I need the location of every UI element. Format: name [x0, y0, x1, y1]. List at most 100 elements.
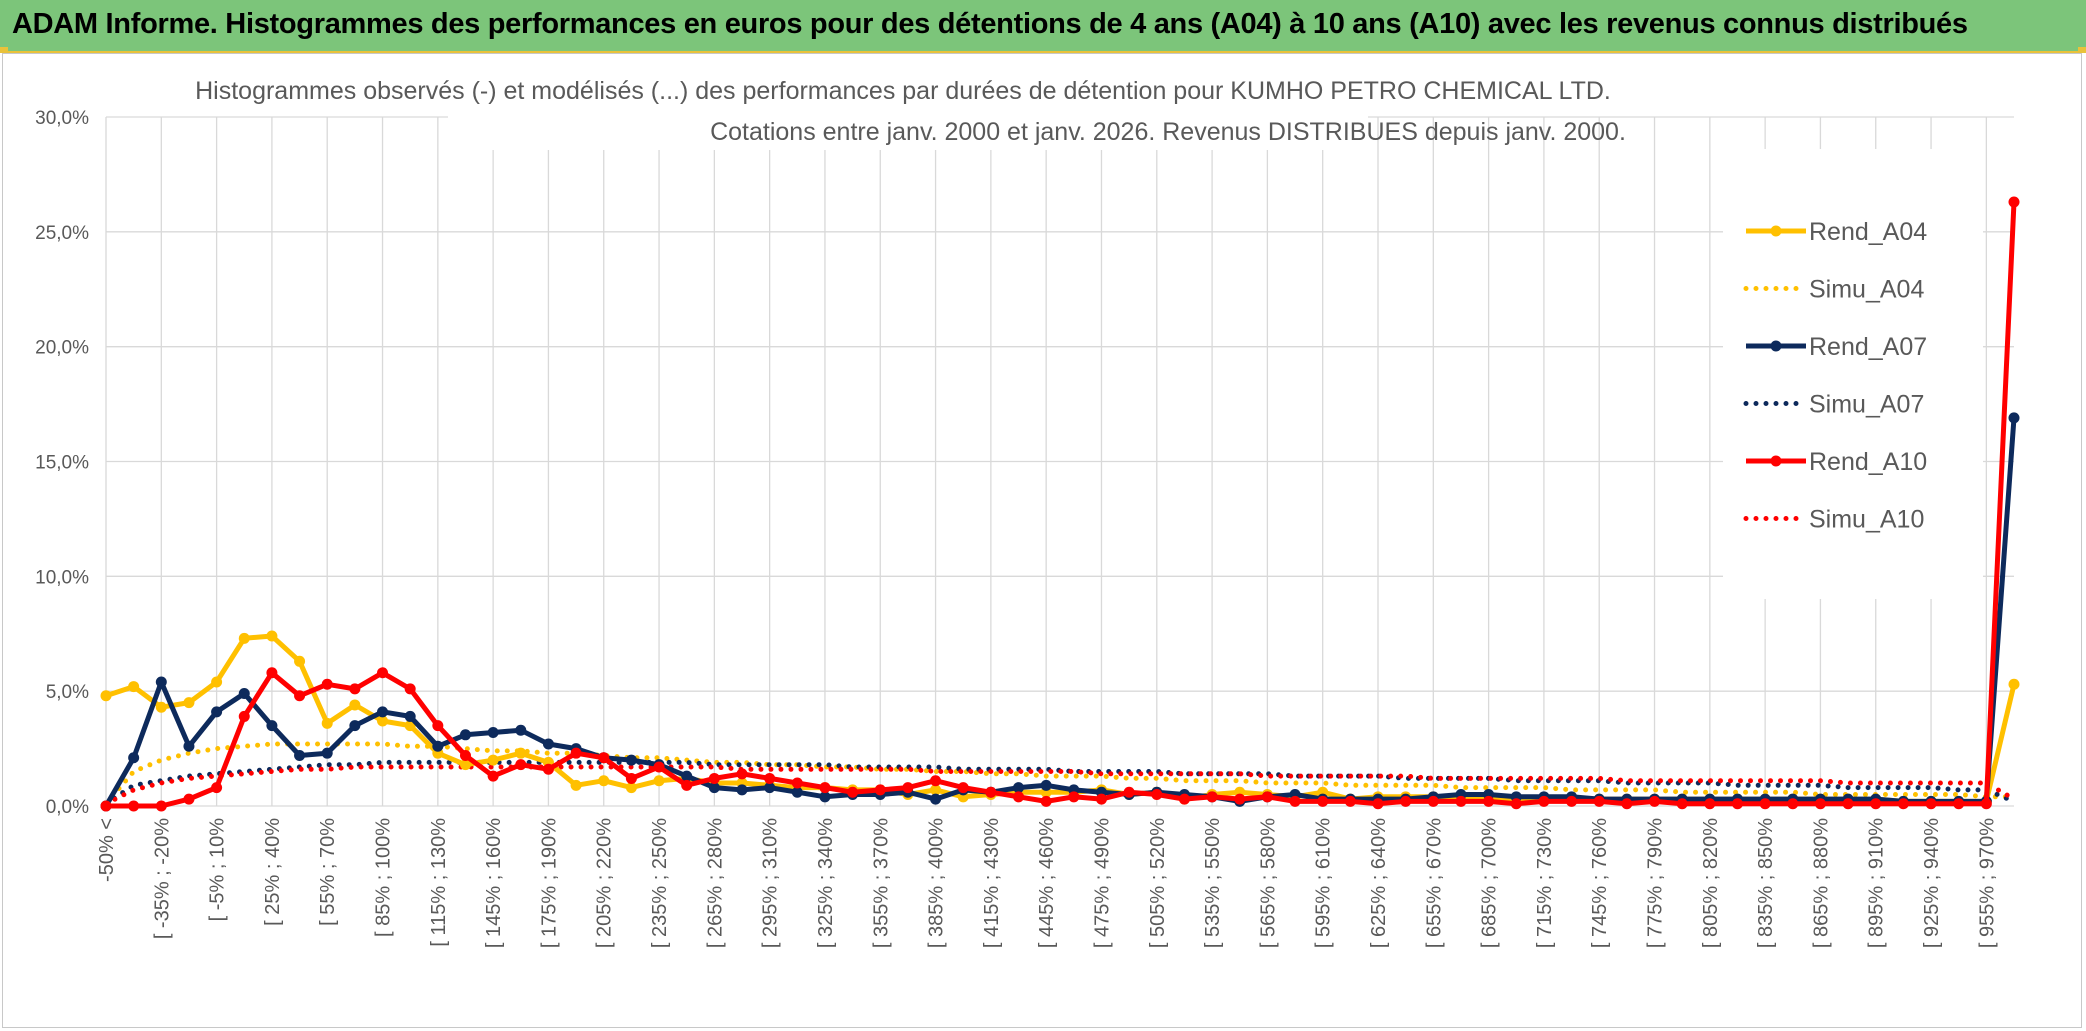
- marker-Rend_A10: [238, 710, 250, 722]
- marker-Rend_A07: [681, 770, 693, 782]
- x-tick-label: [ 775% ; 790%: [1645, 818, 1667, 948]
- marker-Rend_A10: [625, 772, 637, 784]
- marker-Rend_A10: [515, 759, 527, 771]
- report-title: ADAM Informe. Histogrammes des performan…: [12, 8, 1968, 40]
- marker-Rend_A10: [653, 761, 665, 773]
- line-Rend_A07: [103, 417, 2017, 808]
- x-tick-label: [ -5% ; 10%: [207, 818, 229, 922]
- y-tick-label: 10,0%: [35, 567, 89, 588]
- x-tick-label: [ 145% ; 160%: [483, 818, 505, 948]
- marker-Rend_A10: [1731, 798, 1743, 810]
- x-tick-label: [ 835% ; 850%: [1755, 818, 1777, 948]
- marker-Rend_A10: [432, 720, 444, 732]
- marker-Rend_A07: [377, 706, 389, 718]
- marker-Rend_A10: [1095, 793, 1107, 805]
- x-tick-label: [ 925% ; 940%: [1921, 818, 1943, 948]
- x-tick-label: [ 175% ; 190%: [538, 818, 560, 948]
- marker-Rend_A10: [1400, 795, 1412, 807]
- marker-Rend_A10: [1566, 795, 1578, 807]
- marker-Rend_A10: [819, 782, 831, 794]
- marker-Rend_A04: [128, 681, 140, 693]
- y-tick-label: 20,0%: [35, 338, 89, 359]
- x-tick-label: [ 385% ; 400%: [926, 818, 948, 948]
- x-tick-label: [ 745% ; 760%: [1589, 818, 1611, 948]
- marker-Rend_A07: [542, 738, 554, 750]
- marker-Rend_A10: [349, 683, 361, 695]
- marker-Rend_A10: [128, 800, 140, 812]
- x-tick-label: [ 265% ; 280%: [704, 818, 726, 948]
- x-tick-label: [ 505% ; 520%: [1147, 818, 1169, 948]
- marker-Rend_A10: [211, 782, 223, 794]
- marker-Rend_A10: [764, 772, 776, 784]
- marker-Rend_A10: [487, 770, 499, 782]
- series-Rend_A10: [100, 196, 2020, 812]
- marker-Rend_A07: [238, 687, 250, 699]
- chart-title-line2: Cotations entre janv. 2000 et janv. 2026…: [710, 118, 1626, 146]
- marker-Rend_A10: [1040, 795, 1052, 807]
- x-tick-label: [ 85% ; 100%: [373, 818, 395, 937]
- line-Simu_A04: [103, 741, 2017, 807]
- marker-Rend_A04: [100, 690, 112, 702]
- x-tick-label: [ 655% ; 670%: [1423, 818, 1445, 948]
- marker-Rend_A04: [294, 655, 306, 667]
- x-tick-label: [ 865% ; 880%: [1810, 818, 1832, 948]
- x-tick-label: [ 685% ; 700%: [1479, 818, 1501, 948]
- corner-accent-right: [2078, 47, 2086, 53]
- marker-Rend_A10: [1427, 795, 1439, 807]
- marker-Rend_A10: [542, 763, 554, 775]
- line-Rend_A04: [105, 633, 2017, 804]
- corner-accent-left: [0, 47, 8, 53]
- marker-Rend_A10: [930, 775, 942, 787]
- marker-Rend_A07: [349, 720, 361, 732]
- marker-Rend_A10: [183, 793, 195, 805]
- marker-Rend_A04: [211, 676, 223, 688]
- marker-Rend_A07: [321, 747, 333, 759]
- marker-Rend_A10: [1787, 798, 1799, 810]
- marker-Rend_A10: [1704, 798, 1716, 810]
- marker-Rend_A10: [1234, 793, 1246, 805]
- marker-Rend_A04: [266, 630, 278, 642]
- marker-Rend_A04: [625, 782, 637, 794]
- x-tick-label: [ -35% ; -20%: [151, 818, 173, 939]
- x-tick-label: [ 475% ; 490%: [1091, 818, 1113, 948]
- x-tick-label: [ 625% ; 640%: [1368, 818, 1390, 948]
- marker-Rend_A07: [128, 752, 140, 764]
- x-tick-label: [ 415% ; 430%: [981, 818, 1003, 948]
- marker-Rend_A10: [1842, 798, 1854, 810]
- marker-Rend_A04: [515, 747, 527, 759]
- marker-Rend_A07: [432, 740, 444, 752]
- legend-label-Simu_A04: Simu_A04: [1809, 276, 1924, 304]
- marker-Rend_A10: [266, 667, 278, 679]
- marker-Rend_A07: [708, 782, 720, 794]
- legend-label-Simu_A10: Simu_A10: [1809, 506, 1924, 534]
- y-tick-label: 30,0%: [35, 108, 89, 129]
- x-tick-label: [ 235% ; 250%: [649, 818, 671, 948]
- marker-Rend_A10: [791, 777, 803, 789]
- marker-Rend_A10: [874, 784, 886, 796]
- title-bg-2: [448, 112, 1368, 150]
- marker-Rend_A04: [653, 775, 665, 787]
- marker-Rend_A07: [2008, 412, 2020, 424]
- y-tick-label: 15,0%: [35, 453, 89, 474]
- marker-Rend_A07: [515, 724, 527, 736]
- legend-label-Simu_A07: Simu_A07: [1809, 391, 1924, 419]
- marker-Rend_A07: [211, 706, 223, 718]
- marker-Rend_A10: [847, 786, 859, 798]
- marker-Rend_A10: [100, 800, 112, 812]
- marker-Rend_A10: [377, 667, 389, 679]
- x-tick-label: [ 715% ; 730%: [1534, 818, 1556, 948]
- marker-Rend_A10: [985, 786, 997, 798]
- chart-title-line1: Histogrammes observés (-) et modélisés (…: [195, 77, 1611, 105]
- marker-Rend_A07: [266, 720, 278, 732]
- marker-Rend_A10: [1593, 795, 1605, 807]
- marker-Rend_A10: [1676, 798, 1688, 810]
- marker-Rend_A04: [349, 699, 361, 711]
- marker-Rend_A10: [1317, 795, 1329, 807]
- marker-Rend_A10: [294, 690, 306, 702]
- marker-Rend_A10: [681, 779, 693, 791]
- x-tick-label: [ 55% ; 70%: [317, 818, 339, 926]
- marker-Rend_A10: [1510, 798, 1522, 810]
- marker-Rend_A10: [155, 800, 167, 812]
- marker-Rend_A10: [1455, 795, 1467, 807]
- marker-Rend_A10: [1980, 798, 1992, 810]
